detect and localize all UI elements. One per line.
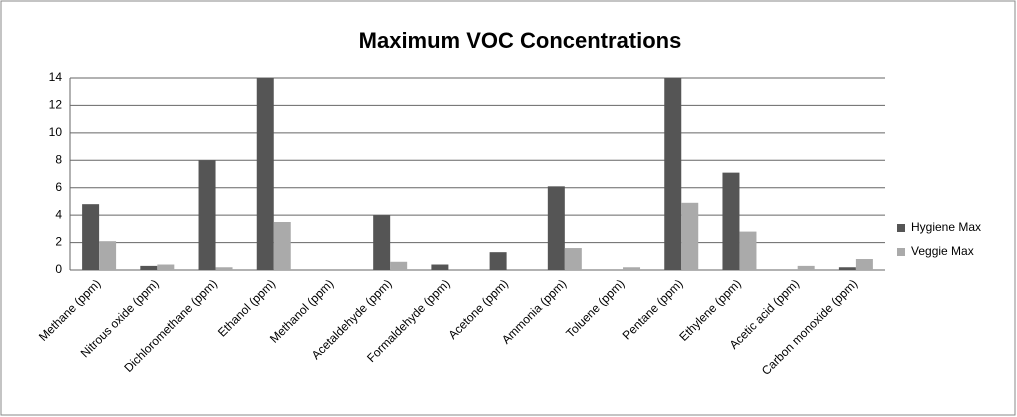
y-tick-label: 12 <box>49 98 63 112</box>
y-tick-label: 0 <box>55 262 62 276</box>
y-tick-label: 4 <box>55 207 62 221</box>
bar <box>681 202 699 270</box>
bar <box>373 215 391 270</box>
bar <box>722 172 740 270</box>
y-tick-label: 6 <box>55 180 62 194</box>
bar <box>664 78 682 270</box>
bar <box>855 259 873 270</box>
legend-label: Veggie Max <box>911 244 974 258</box>
bar <box>838 267 856 270</box>
y-tick-label: 2 <box>55 235 62 249</box>
bar <box>82 204 100 270</box>
bar <box>390 261 408 270</box>
legend-swatch <box>897 248 905 256</box>
y-tick-label: 14 <box>49 70 63 84</box>
bar <box>797 265 815 270</box>
y-tick-label: 10 <box>49 125 63 139</box>
bar <box>623 267 641 270</box>
bar <box>198 160 216 270</box>
bar <box>547 186 565 270</box>
bar <box>564 248 582 270</box>
chart-title: Maximum VOC Concentrations <box>359 28 682 53</box>
bar <box>739 231 757 270</box>
bar <box>489 252 507 270</box>
bar <box>215 267 233 270</box>
legend-swatch <box>897 224 905 232</box>
y-tick-label: 8 <box>55 152 62 166</box>
bar <box>431 264 449 270</box>
bar <box>157 264 175 270</box>
bar <box>99 241 117 270</box>
bar <box>140 265 158 270</box>
bar <box>256 78 274 270</box>
legend-label: Hygiene Max <box>911 220 981 234</box>
bar <box>273 222 291 270</box>
